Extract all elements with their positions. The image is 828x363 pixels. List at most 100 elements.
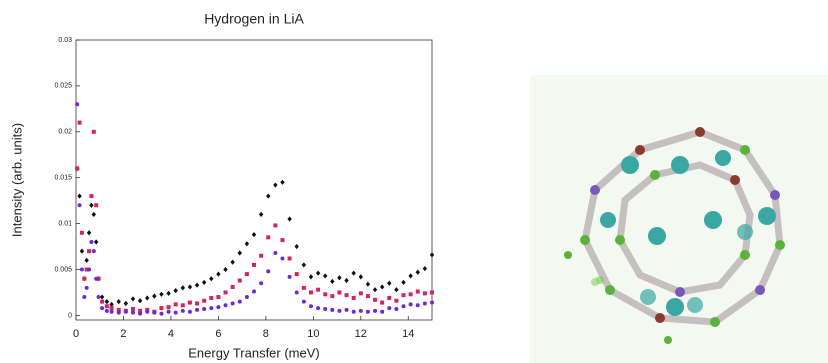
x-tick-label: 8 [263, 328, 269, 340]
point [94, 239, 98, 244]
point [252, 263, 256, 267]
point [131, 296, 135, 301]
x-tick-label: 6 [215, 328, 221, 340]
point [288, 256, 292, 260]
y-tick-label: 0.01 [58, 220, 72, 227]
point [309, 274, 313, 279]
point [89, 240, 93, 244]
point [266, 235, 270, 239]
point [330, 308, 334, 312]
point [224, 303, 228, 307]
point [188, 310, 192, 314]
point [345, 293, 349, 297]
point [105, 309, 109, 313]
point [401, 280, 405, 285]
point [92, 212, 96, 217]
point [337, 290, 341, 294]
point [359, 309, 363, 313]
point [430, 301, 434, 305]
y-tick-label: 0.03 [58, 37, 72, 44]
point [75, 167, 79, 171]
point [159, 292, 163, 297]
point [252, 232, 256, 237]
point [259, 281, 263, 285]
point [92, 249, 96, 253]
point [77, 193, 81, 198]
point [231, 301, 235, 305]
point [230, 260, 234, 265]
point [174, 311, 178, 315]
point [302, 300, 306, 304]
point [380, 310, 384, 314]
point [209, 296, 213, 300]
point [280, 238, 284, 242]
point [402, 293, 406, 297]
x-tick-label: 0 [73, 328, 79, 340]
point [105, 299, 109, 304]
point [223, 267, 227, 272]
point [131, 311, 135, 315]
y-axis-label: Intensity (arb. units) [9, 123, 24, 237]
point [316, 288, 320, 292]
point [337, 275, 341, 280]
point [78, 203, 82, 207]
point [245, 272, 249, 276]
point [89, 203, 93, 208]
point [181, 303, 185, 307]
point [202, 280, 206, 285]
point [145, 310, 149, 314]
point [145, 295, 149, 300]
point [337, 309, 341, 313]
point [110, 306, 114, 310]
point [316, 271, 320, 276]
point [209, 306, 213, 310]
point [195, 301, 199, 305]
chart: Hydrogen in LiA Energy Transfer (meV) In… [0, 0, 828, 363]
point [238, 279, 242, 283]
y-tick-label: 0.025 [54, 83, 72, 90]
point [245, 295, 249, 299]
point [84, 258, 88, 263]
point [224, 290, 228, 294]
point [309, 304, 313, 308]
point [408, 273, 412, 278]
point [97, 295, 101, 299]
point [117, 311, 121, 315]
point [80, 268, 84, 272]
point [266, 269, 270, 273]
point [167, 305, 171, 309]
point [100, 300, 104, 304]
point [82, 277, 86, 281]
point [100, 294, 104, 299]
point [380, 301, 384, 305]
point [80, 231, 84, 235]
point [202, 299, 206, 303]
point [387, 296, 391, 300]
point [252, 290, 256, 294]
point [302, 286, 306, 290]
point [273, 223, 277, 227]
point [231, 285, 235, 289]
point [216, 305, 220, 309]
point [387, 306, 391, 310]
point [330, 294, 334, 298]
point [316, 306, 320, 310]
point [409, 292, 413, 296]
point [202, 307, 206, 311]
point [105, 304, 109, 308]
point [131, 307, 135, 311]
point [152, 294, 156, 299]
point [100, 306, 104, 310]
chart-title: Hydrogen in LiA [204, 11, 304, 27]
plot-frame [76, 40, 432, 320]
point [373, 287, 377, 292]
point [138, 298, 142, 303]
point [323, 307, 327, 311]
point [87, 268, 91, 272]
point [87, 230, 91, 235]
point [216, 271, 220, 276]
point [188, 301, 192, 305]
point [323, 292, 327, 296]
point [394, 307, 398, 311]
point [273, 251, 277, 255]
